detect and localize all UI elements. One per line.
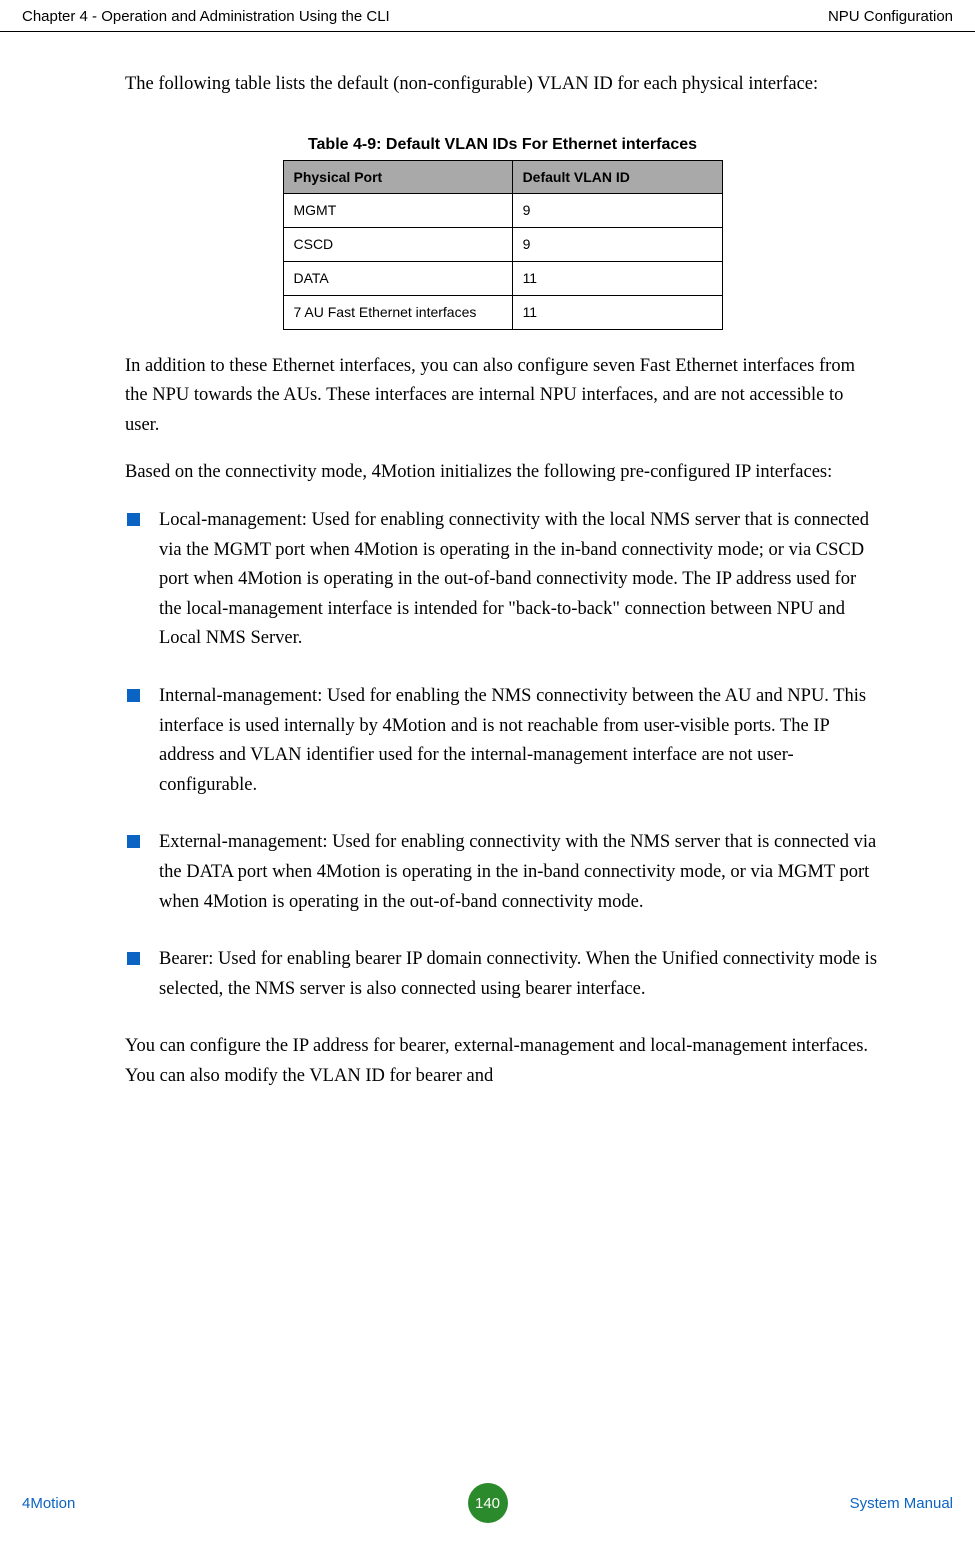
header-left: Chapter 4 - Operation and Administration… [22,8,390,25]
bullet-list: Local-management: Used for enabling conn… [125,506,880,1004]
table-cell: MGMT [283,193,512,227]
page-content: The following table lists the default (n… [125,70,880,1109]
footer-left: 4Motion [22,1495,468,1512]
table-cell: 7 AU Fast Ethernet interfaces [283,295,512,329]
intro-paragraph: The following table lists the default (n… [125,70,880,100]
table-header-row: Physical Port Default VLAN ID [283,160,722,193]
footer-right: System Manual [508,1495,954,1512]
table-cell: 11 [512,261,722,295]
page: Chapter 4 - Operation and Administration… [0,0,975,1545]
page-header: Chapter 4 - Operation and Administration… [0,8,975,32]
table-row: MGMT 9 [283,193,722,227]
table-row: CSCD 9 [283,227,722,261]
paragraph-modes: Based on the connectivity mode, 4Motion … [125,458,880,488]
table-cell: 9 [512,193,722,227]
table-header-cell: Default VLAN ID [512,160,722,193]
table-cell: 11 [512,295,722,329]
vlan-table: Physical Port Default VLAN ID MGMT 9 CSC… [283,160,723,330]
header-right: NPU Configuration [828,8,953,25]
paragraph-config: You can configure the IP address for bea… [125,1032,880,1091]
list-item: Local-management: Used for enabling conn… [125,506,880,654]
footer-center: 140 [468,1483,508,1523]
table-cell: DATA [283,261,512,295]
table-row: 7 AU Fast Ethernet interfaces 11 [283,295,722,329]
table-cell: CSCD [283,227,512,261]
list-item: Internal-management: Used for enabling t… [125,682,880,800]
list-item: External-management: Used for enabling c… [125,828,880,917]
page-footer: 4Motion 140 System Manual [0,1483,975,1523]
paragraph-after-table: In addition to these Ethernet interfaces… [125,352,880,441]
list-item: Bearer: Used for enabling bearer IP doma… [125,945,880,1004]
page-number-badge: 140 [468,1483,508,1523]
table-header-cell: Physical Port [283,160,512,193]
table-cell: 9 [512,227,722,261]
table-caption: Table 4-9: Default VLAN IDs For Ethernet… [253,136,753,154]
table-row: DATA 11 [283,261,722,295]
